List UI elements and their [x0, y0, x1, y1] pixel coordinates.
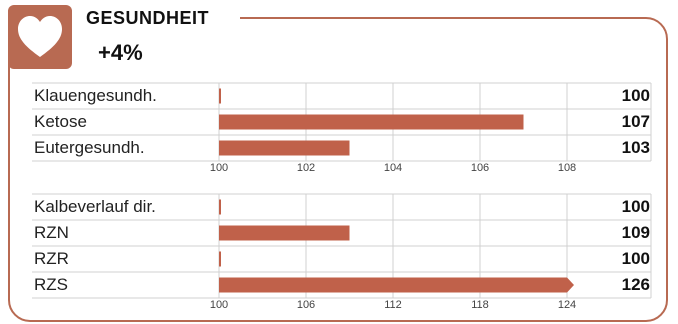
value-label: 103	[621, 138, 650, 157]
bar	[219, 251, 221, 267]
category-label: RZN	[34, 223, 69, 242]
category-label: RZS	[34, 275, 68, 294]
category-label: Ketose	[34, 112, 87, 131]
category-label: Kalbeverlauf dir.	[34, 197, 156, 216]
tick-label: 100	[209, 162, 229, 174]
bar	[219, 277, 574, 293]
bar	[219, 225, 350, 241]
bar	[219, 114, 524, 130]
section-title: GESUNDHEIT	[86, 8, 210, 28]
value-label: 109	[621, 223, 650, 242]
bar	[219, 140, 350, 156]
heart-icon	[8, 5, 72, 69]
bar	[219, 88, 221, 104]
value-label: 100	[621, 197, 650, 216]
value-label: 100	[621, 86, 650, 105]
tick-label: 108	[557, 162, 577, 174]
tick-label: 104	[383, 162, 403, 174]
category-label: Eutergesundh.	[34, 138, 145, 157]
frame-gap	[70, 8, 242, 28]
change-percent: +4%	[98, 40, 143, 65]
tick-label: 112	[384, 299, 402, 311]
tick-label: 106	[470, 162, 490, 174]
title-rule	[240, 17, 575, 19]
tick-label: 118	[471, 299, 489, 311]
value-label: 107	[621, 112, 650, 131]
category-label: Klauengesundh.	[34, 86, 157, 105]
value-label: 126	[621, 275, 650, 294]
tick-label: 102	[296, 162, 316, 174]
tick-label: 106	[296, 299, 316, 311]
heart-icon-graphic	[18, 16, 62, 57]
tick-label: 100	[209, 299, 229, 311]
category-label: RZR	[34, 249, 69, 268]
bar	[219, 199, 221, 215]
tick-label: 124	[557, 299, 577, 311]
value-label: 100	[621, 249, 650, 268]
